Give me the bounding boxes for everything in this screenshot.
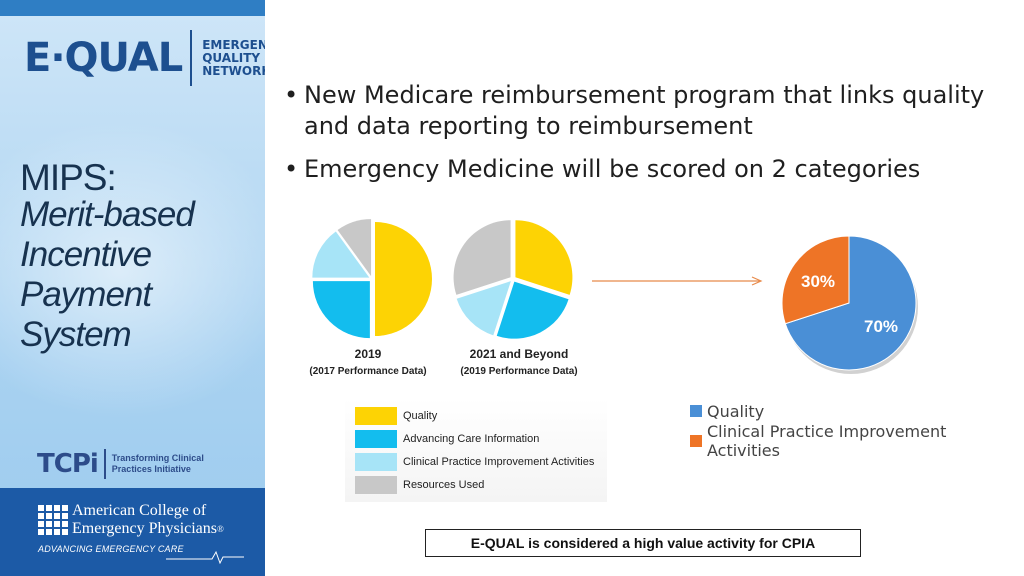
acep-name: American College of Emergency Physicians… (72, 502, 224, 538)
legend-swatch (690, 405, 702, 417)
bullet-text: New Medicare reimbursement program that … (304, 81, 985, 140)
sidebar-glow (0, 120, 265, 420)
pie1-slice-clinical-practice-improvement-activities (312, 231, 370, 278)
equal-logo: E·QUAL EMERGENCY QUALITY NETWORK (24, 30, 265, 86)
tcpi-line2: Practices Initiative (111, 464, 191, 474)
cpia-note: E-QUAL is considered a high value activi… (425, 529, 861, 557)
bullet-list: • New Medicare reimbursement program tha… (284, 80, 1004, 197)
equal-logo-wordmark: E·QUAL (24, 35, 183, 81)
heartbeat-line-icon (166, 550, 244, 564)
legend-swatch (690, 435, 702, 447)
arrow-head-icon (751, 276, 763, 286)
pie2-slice-clinical-practice-improvement-activities (456, 281, 511, 336)
acep-registered-mark: ® (217, 524, 224, 534)
pie2-slice-resources-used (453, 220, 511, 295)
acep-banner: American College of Emergency Physicians… (0, 488, 265, 576)
tcpi-logo: TCPi Transforming Clinical Practices Ini… (37, 449, 204, 479)
legend-swatch (355, 476, 397, 494)
legend-item: Quality (355, 407, 437, 425)
equal-logo-line1: EMERGENCY (202, 37, 265, 52)
acep-name-line2: Emergency Physicians (72, 520, 218, 537)
equal-logo-line2: QUALITY (202, 50, 261, 65)
pie1-slice-quality (375, 222, 432, 336)
pie2-slice-advancing-care-information (496, 281, 569, 339)
tcpi-line1: Transforming Clinical (111, 453, 204, 463)
legend-label: Resources Used (403, 479, 485, 491)
legend-item: Clinical Practice Improvement Activities (690, 422, 1024, 460)
slide-subtitle-line: System (20, 315, 132, 354)
sidebar-top-stripe (0, 0, 265, 16)
slide-subtitle-line: Merit-based (20, 195, 195, 234)
equal-logo-network: EMERGENCY QUALITY NETWORK (202, 37, 265, 78)
legend-label: Clinical Practice Improvement Activities (706, 422, 947, 460)
equal-logo-line3: NETWORK (202, 63, 265, 78)
slide-subtitle-line: Incentive (20, 235, 152, 274)
pie1-slice-advancing-care-information (312, 281, 370, 339)
acep-tagline: ADVANCING EMERGENCY CARE (38, 544, 184, 554)
pie2-subtitle: (2019 Performance Data) (460, 366, 578, 377)
legend-swatch (355, 453, 397, 471)
pie1-slice-resources-used (337, 219, 372, 277)
pie1-subtitle: (2017 Performance Data) (309, 366, 427, 377)
sidebar: E·QUAL EMERGENCY QUALITY NETWORK MIPS: M… (0, 0, 265, 576)
bullet-item: • New Medicare reimbursement program tha… (284, 80, 1004, 142)
legend-swatch (355, 407, 397, 425)
legend-label: Quality (403, 410, 438, 422)
tcpi-description: Transforming Clinical Practices Initiati… (112, 453, 204, 475)
bullet-dot: • (284, 155, 299, 183)
pie3-label-quality: 70% (863, 317, 899, 336)
pie1-title: 2019 (354, 347, 382, 361)
legend-item: Advancing Care Information (355, 430, 539, 448)
slide-title: MIPS: (20, 157, 117, 198)
equal-logo-divider (190, 30, 193, 86)
legend-item: Clinical Practice Improvement Activities (355, 453, 594, 471)
slide-subtitle: Merit-based Incentive Payment System (20, 195, 260, 355)
legend-left: Quality Advancing Care Information Clini… (345, 398, 607, 502)
legend-item: Quality (690, 396, 1024, 426)
pie3-slice-clinical-practice-improvement-activities (781, 235, 850, 325)
legend-right: Quality Clinical Practice Improvement Ac… (690, 396, 1024, 460)
tcpi-wordmark: TCPi (37, 449, 99, 479)
slide-subtitle-line: Payment (20, 275, 152, 314)
legend-label: Quality (707, 401, 765, 421)
bullet-item: • Emergency Medicine will be scored on 2… (284, 154, 1004, 185)
pie3-slice-quality (784, 235, 917, 371)
pie2-slice-quality (515, 220, 573, 295)
legend-item: Resources Used (355, 476, 484, 494)
legend-label: Clinical Practice Improvement Activities (403, 456, 595, 468)
tcpi-divider (103, 449, 106, 479)
bullet-text: Emergency Medicine will be scored on 2 c… (304, 155, 921, 183)
legend-label: Advancing Care Information (403, 433, 540, 445)
legend-swatch (355, 430, 397, 448)
acep-grid-icon (38, 505, 68, 535)
bullet-dot: • (284, 81, 299, 109)
pie3-label-cpia: 30% (800, 272, 836, 291)
acep-name-line1: American College of (72, 502, 207, 519)
pie2-title: 2021 and Beyond (469, 347, 569, 361)
